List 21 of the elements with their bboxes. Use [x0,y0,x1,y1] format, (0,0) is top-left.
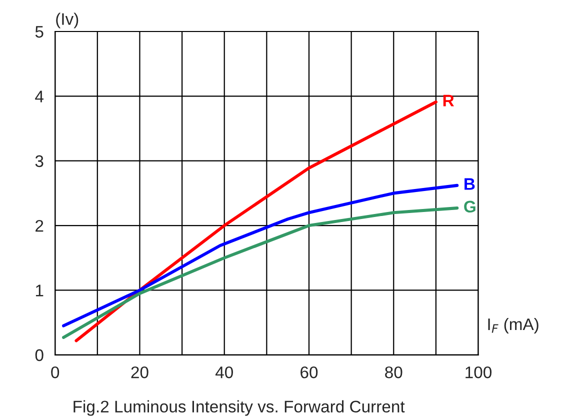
x-tick-label: 0 [51,366,60,378]
x-tick-label: 100 [466,366,492,378]
y-tick-label: 0 [35,349,44,362]
text: Fig.2 Luminous Intensity vs. Forward Current [74,400,405,416]
series-label: G [464,200,476,213]
y-axis-title: (Iv) [56,12,78,28]
x-tick-label: 40 [215,366,233,378]
x-axis-title: I$_{F}$ (mA) [488,318,538,334]
y-tick-label: 2 [36,220,44,232]
line-series [62,206,459,339]
x-tick-label: 80 [385,366,402,378]
line-series [74,100,438,342]
series-label: B [464,178,475,190]
y-tick-label: 1 [36,284,44,296]
y-tick-label: 4 [35,90,44,102]
x-tick-label: 20 [131,366,148,378]
y-tick-label: 3 [35,155,44,168]
series-label: R [443,94,454,106]
x-tick-label: 60 [300,366,318,378]
y-tick-label: 5 [35,26,44,38]
line-series [62,184,459,328]
